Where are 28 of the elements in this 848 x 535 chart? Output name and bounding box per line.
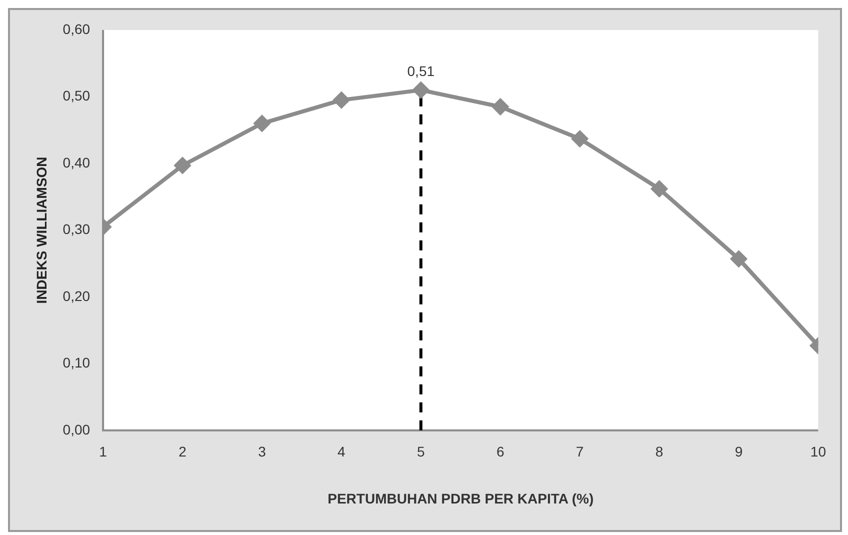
point (572, 130, 588, 147)
x-tick-label: 9 (734, 444, 743, 460)
x-tick-label: 8 (655, 444, 664, 460)
y-tick-label: 0,10 (62, 354, 90, 371)
x-tick-label: 10 (810, 444, 826, 460)
y-tick-label: 0,00 (62, 421, 90, 438)
x-tick-label: 2 (178, 444, 187, 460)
point (174, 157, 191, 174)
point (492, 98, 508, 115)
point (651, 180, 668, 197)
x-tick-label: 5 (417, 444, 425, 460)
x-axis-title: PERTUMBUHAN PDRB PER KAPITA (%) (328, 490, 594, 506)
x-tick-label: 7 (576, 444, 584, 460)
point (412, 82, 429, 98)
y-tick-label: 0,60 (62, 20, 90, 37)
x-tick-label: 4 (338, 444, 346, 460)
y-tick-label: 0,30 (62, 221, 90, 238)
x-tick-label: 3 (258, 444, 266, 460)
y-tick-label: 0,20 (62, 288, 90, 304)
point (254, 115, 270, 132)
x-tick-label: 1 (99, 444, 108, 460)
y-tick-label: 0,40 (62, 154, 90, 170)
point (333, 92, 350, 108)
y-axis-title: INDEKS WILLIAMSON (33, 156, 50, 304)
point (730, 250, 747, 267)
x-tick-label: 6 (496, 444, 504, 460)
y-tick-label: 0,50 (62, 88, 90, 104)
annotation: 0,51 (407, 63, 435, 80)
